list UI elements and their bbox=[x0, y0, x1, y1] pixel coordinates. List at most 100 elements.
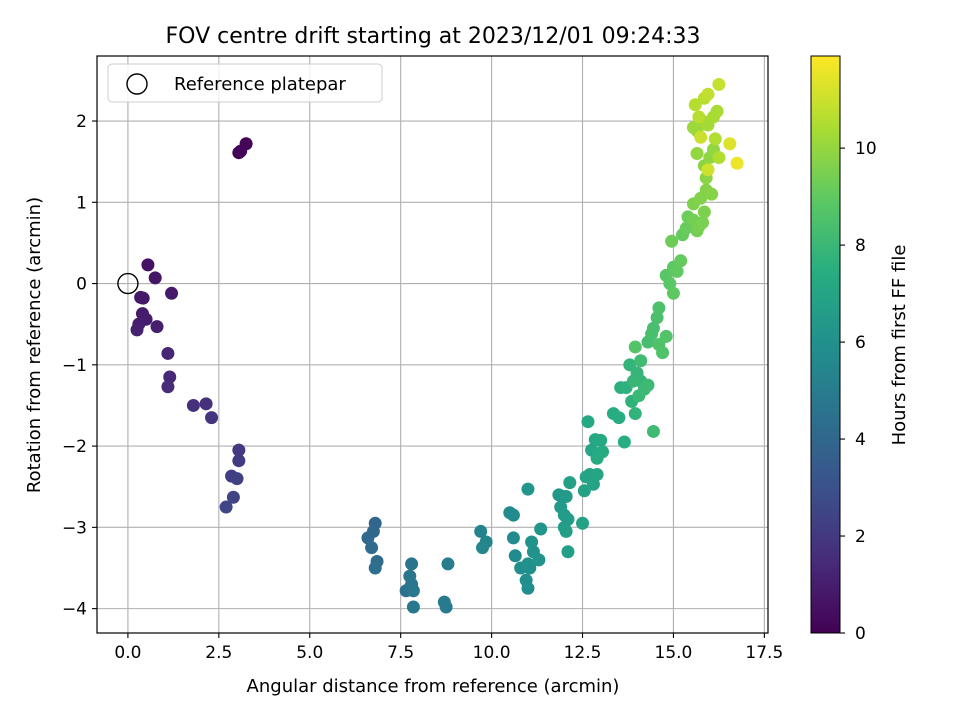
data-point bbox=[652, 301, 666, 315]
data-point bbox=[508, 549, 522, 563]
data-point bbox=[696, 216, 710, 230]
colorbar-tick-label: 8 bbox=[855, 236, 866, 256]
data-point bbox=[205, 411, 219, 425]
data-point bbox=[586, 477, 600, 491]
data-point bbox=[441, 557, 455, 571]
data-point bbox=[365, 541, 379, 555]
chart-title: FOV centre drift starting at 2023/12/01 … bbox=[166, 24, 701, 49]
data-point bbox=[506, 508, 520, 522]
colorbar-tick-label: 10 bbox=[855, 139, 877, 159]
y-tick-label: 2 bbox=[76, 112, 87, 132]
y-tick-label: −1 bbox=[62, 356, 87, 376]
data-point bbox=[712, 77, 726, 91]
data-point bbox=[612, 411, 626, 425]
x-tick-label: 0.0 bbox=[114, 643, 141, 663]
legend-marker-icon bbox=[126, 73, 148, 95]
data-point bbox=[628, 340, 642, 354]
data-point bbox=[148, 271, 162, 285]
colorbar-tick-label: 2 bbox=[855, 527, 866, 547]
data-point bbox=[226, 490, 240, 504]
colorbar-label: Hours from first FF file bbox=[889, 245, 910, 446]
data-point bbox=[563, 476, 577, 490]
data-point bbox=[406, 600, 420, 614]
data-point bbox=[521, 557, 535, 571]
data-point bbox=[692, 110, 706, 124]
x-axis-ticks: 0.0 2.5 5.0 7.5 10.0 12.5 15.0 17.5 bbox=[114, 633, 783, 663]
data-point bbox=[219, 500, 233, 514]
legend-entry: Reference platepar bbox=[174, 74, 346, 95]
y-axis-ticks: 2 1 0 −1 −2 −3 −4 bbox=[62, 112, 97, 620]
data-point bbox=[405, 557, 419, 571]
data-point bbox=[186, 398, 200, 412]
y-tick-label: 1 bbox=[76, 193, 87, 213]
data-point bbox=[576, 516, 590, 530]
data-point bbox=[708, 132, 722, 146]
data-point bbox=[730, 156, 744, 170]
data-point bbox=[723, 137, 737, 151]
data-point bbox=[656, 346, 670, 360]
data-point bbox=[474, 524, 488, 538]
data-point bbox=[234, 144, 248, 158]
legend: Reference platepar bbox=[107, 63, 383, 103]
colorbar-tick-label: 0 bbox=[855, 624, 866, 644]
data-point bbox=[590, 468, 604, 482]
data-point bbox=[232, 443, 246, 457]
data-point bbox=[688, 98, 702, 112]
data-point bbox=[141, 258, 155, 272]
y-tick-label: 0 bbox=[76, 275, 87, 295]
data-point bbox=[670, 264, 684, 278]
data-point bbox=[130, 323, 144, 337]
data-point bbox=[559, 524, 573, 538]
data-point bbox=[581, 415, 595, 429]
data-point bbox=[596, 445, 610, 459]
x-tick-label: 10.0 bbox=[473, 643, 511, 663]
data-point bbox=[163, 370, 177, 384]
data-point bbox=[712, 151, 726, 165]
x-tick-label: 12.5 bbox=[564, 643, 602, 663]
data-point bbox=[439, 600, 453, 614]
data-point bbox=[634, 354, 648, 368]
colorbar-tick-label: 6 bbox=[855, 333, 866, 353]
x-tick-label: 7.5 bbox=[387, 643, 414, 663]
x-tick-label: 15.0 bbox=[655, 643, 693, 663]
reference-platepar-marker bbox=[117, 272, 139, 295]
grid bbox=[97, 56, 768, 633]
x-tick-label: 17.5 bbox=[745, 643, 783, 663]
data-point bbox=[525, 535, 539, 549]
data-point bbox=[230, 472, 244, 486]
colorbar-ticks: 0 2 4 6 8 10 bbox=[840, 139, 877, 644]
data-point bbox=[674, 254, 688, 268]
data-point bbox=[694, 130, 708, 144]
y-tick-label: −4 bbox=[62, 600, 87, 620]
data-point bbox=[406, 584, 420, 598]
y-tick-label: −3 bbox=[62, 518, 87, 538]
data-point bbox=[199, 397, 213, 411]
data-point bbox=[646, 424, 660, 438]
data-point bbox=[690, 147, 704, 161]
x-tick-label: 5.0 bbox=[296, 643, 323, 663]
data-point bbox=[701, 163, 715, 177]
plot-frame bbox=[96, 55, 769, 634]
data-point bbox=[626, 374, 640, 388]
data-point bbox=[150, 320, 164, 334]
data-point bbox=[361, 531, 375, 545]
data-point bbox=[628, 407, 642, 421]
data-point bbox=[476, 541, 490, 555]
data-point bbox=[232, 454, 246, 468]
data-point bbox=[697, 205, 711, 219]
x-axis-label: Angular distance from reference (arcmin) bbox=[247, 676, 620, 697]
data-point bbox=[705, 187, 719, 201]
data-point bbox=[521, 482, 535, 496]
colorbar bbox=[810, 55, 841, 634]
data-point bbox=[701, 87, 715, 101]
data-point bbox=[521, 581, 535, 595]
data-point bbox=[710, 104, 724, 118]
data-point bbox=[577, 484, 591, 498]
data-point bbox=[161, 346, 175, 360]
data-point bbox=[368, 561, 382, 575]
data-point bbox=[534, 522, 548, 536]
y-tick-label: −2 bbox=[62, 437, 87, 457]
data-point bbox=[666, 286, 680, 300]
colorbar-tick-label: 4 bbox=[855, 430, 866, 450]
